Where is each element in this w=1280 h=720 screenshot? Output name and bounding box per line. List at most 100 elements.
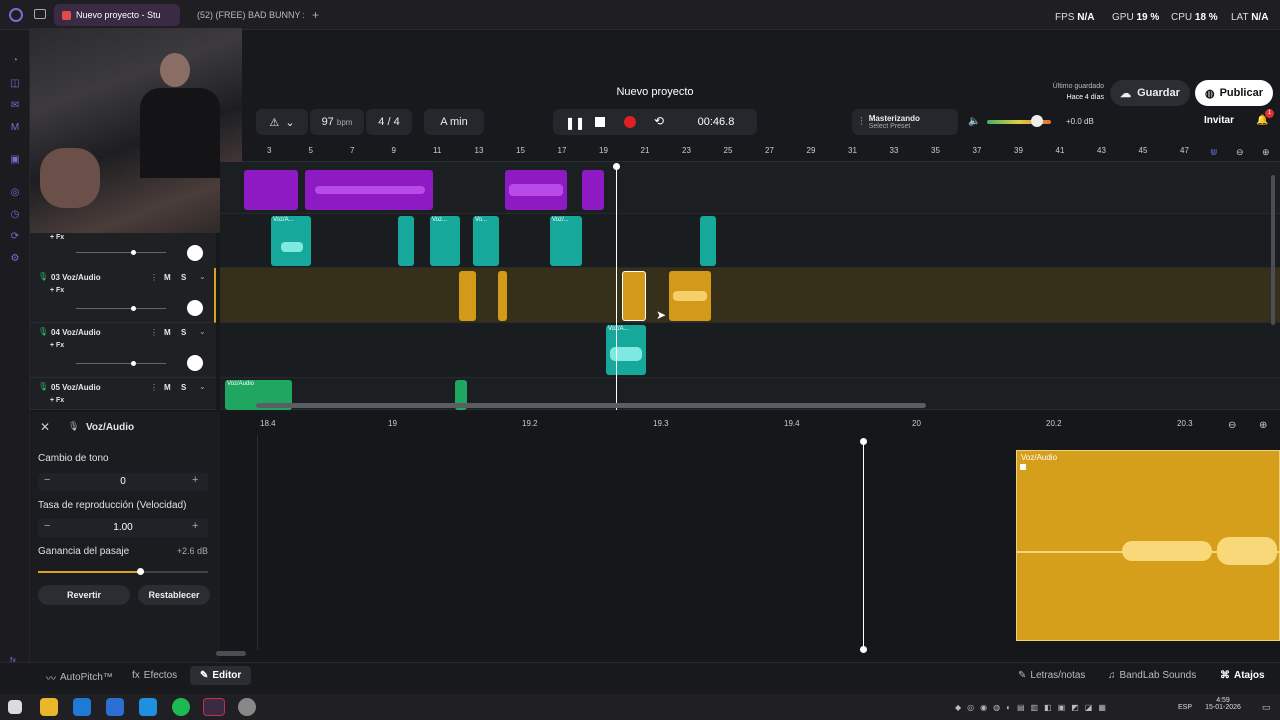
vscode-icon[interactable] (139, 698, 157, 716)
pan-knob[interactable] (187, 355, 203, 371)
track-header[interactable]: 🎙 04 Voz/Audio ⋮ M S ⌄ + Fx (30, 323, 216, 378)
master-volume-slider[interactable] (987, 120, 1051, 124)
track-menu-icon[interactable]: ⋮ (150, 328, 158, 337)
sidebar-history-icon[interactable]: ◔ (11, 54, 19, 66)
track-header[interactable]: 🎙 05 Voz/Audio ⋮ M S ⌄ + Fx (30, 378, 216, 410)
vertical-scrollbar[interactable] (1271, 175, 1275, 325)
fx-button[interactable]: + Fx (50, 342, 65, 349)
editor-playhead[interactable] (863, 441, 864, 649)
track-header[interactable]: 🎙 03 Voz/Audio ⋮ M S ⌄ + Fx (30, 268, 216, 323)
plus-icon[interactable]: + (192, 520, 199, 532)
sidebar-twitch-icon[interactable]: ▣ (10, 153, 20, 165)
solo-button[interactable]: S (181, 383, 187, 392)
track-menu-icon[interactable]: ⋮ (150, 383, 158, 392)
record-icon[interactable] (624, 116, 636, 128)
magnet-icon[interactable]: ⋓ (1210, 147, 1218, 157)
tray-icon[interactable]: ▥ (1030, 703, 1039, 712)
tray-icon[interactable]: ◆ (955, 703, 962, 712)
time-signature[interactable]: 4 / 4 (366, 109, 412, 135)
clip-teal[interactable]: Vo... (473, 216, 499, 266)
clip-teal[interactable] (398, 216, 414, 266)
tray-icon[interactable]: ◩ (1071, 703, 1079, 712)
save-button[interactable]: ☁ Guardar (1110, 80, 1190, 106)
track-volume-slider[interactable] (76, 363, 166, 364)
chevron-down-icon[interactable]: ⌄ (199, 327, 206, 336)
zoom-in-icon[interactable]: ⊕ (1262, 147, 1270, 157)
playhead[interactable] (616, 166, 617, 410)
tray-icon[interactable]: ▦ (1098, 703, 1106, 712)
language-indicator[interactable]: ESP (1178, 704, 1193, 711)
clip-teal[interactable]: Voz/A... (606, 325, 646, 375)
tray-icon[interactable]: ◐ (1006, 703, 1011, 712)
fx-button[interactable]: + Fx (50, 397, 65, 404)
tray-icon[interactable]: ◪ (1084, 703, 1093, 712)
publish-button[interactable]: ◍ Publicar (1195, 80, 1273, 106)
sidebar-m-icon[interactable]: M (10, 121, 20, 133)
clip-amber[interactable] (459, 271, 476, 321)
clip-amber-selected[interactable] (622, 271, 646, 321)
pan-knob[interactable] (187, 245, 203, 261)
sidebar-link-icon[interactable]: ⟳ (10, 230, 20, 242)
mute-button[interactable]: M (164, 273, 171, 282)
sidebar-clock-icon[interactable]: ◷ (10, 208, 20, 220)
shortcuts-tab[interactable]: ⌘ Atajos (1220, 670, 1265, 681)
track-volume-knob[interactable] (131, 306, 136, 311)
start-icon[interactable] (8, 700, 22, 714)
clip-purple[interactable] (244, 170, 298, 210)
close-icon[interactable]: ✕ (40, 420, 51, 434)
minus-icon[interactable]: − (44, 520, 51, 532)
timeline-scrollbar[interactable] (256, 403, 926, 408)
loop-icon[interactable]: ⟲ (654, 114, 665, 128)
workspaces-icon[interactable] (34, 9, 46, 19)
tray-icon[interactable]: ▤ (1016, 703, 1025, 712)
timeline-ruler[interactable] (242, 140, 1280, 162)
pitch-value[interactable]: 0 (120, 476, 126, 487)
fx-button[interactable]: + Fx (50, 287, 65, 294)
tab-youtube[interactable]: (52) (FREE) BAD BUNNY x (184, 4, 304, 26)
track-name[interactable]: 03 Voz/Audio (51, 273, 101, 282)
spotify-icon[interactable] (172, 698, 190, 716)
clip-teal[interactable]: Voz/A... (271, 216, 311, 266)
mute-button[interactable]: M (164, 383, 171, 392)
playhead-handle[interactable] (613, 163, 620, 170)
chevron-down-icon[interactable]: ⌄ (199, 382, 206, 391)
store-icon[interactable] (73, 698, 91, 716)
tab-active[interactable]: Nuevo proyecto - Stu (54, 4, 180, 26)
effects-tab[interactable]: fx Efectos (132, 670, 177, 681)
opera-gx-icon[interactable] (203, 698, 225, 716)
pitch-stepper[interactable] (38, 473, 208, 491)
rate-value[interactable]: 1.00 (113, 522, 133, 533)
clip-teal[interactable]: Voz/... (550, 216, 582, 266)
project-title[interactable]: Nuevo proyecto (616, 86, 694, 98)
editor-zoom-out-icon[interactable]: ⊖ (1228, 420, 1237, 431)
obs-icon[interactable] (238, 698, 256, 716)
solo-button[interactable]: S (181, 328, 187, 337)
editor-zoom-in-icon[interactable]: ⊕ (1259, 420, 1268, 431)
zoom-out-icon[interactable]: ⊖ (1236, 147, 1244, 157)
pause-icon[interactable]: ❚❚ (565, 116, 586, 130)
browser-logo-icon[interactable] (9, 8, 23, 22)
clip-handle-icon[interactable] (1020, 464, 1026, 470)
sidebar-settings-icon[interactable]: ⚙ (10, 252, 20, 264)
tray-icon[interactable]: ◉ (980, 703, 988, 712)
plus-icon[interactable]: + (192, 474, 199, 486)
mute-button[interactable]: M (164, 328, 171, 337)
new-tab-icon[interactable]: + (312, 8, 320, 22)
editor-clip[interactable]: Voz/Audio (1016, 450, 1280, 641)
bell-icon[interactable]: 🔔 (1256, 115, 1269, 126)
solo-button[interactable]: S (181, 273, 187, 282)
editor-playhead-handle[interactable] (860, 438, 867, 445)
autopitch-tab[interactable]: 〰 AutoPitch™ (46, 670, 113, 685)
gain-slider-knob[interactable] (137, 568, 144, 575)
clip-purple[interactable] (505, 170, 567, 210)
fx-button[interactable]: + Fx (50, 234, 65, 241)
reset-button[interactable]: Restablecer (138, 585, 210, 605)
revert-button[interactable]: Revertir (38, 585, 130, 605)
clip-green[interactable] (455, 380, 467, 410)
editor-scrollbar[interactable] (216, 651, 246, 656)
calendar-icon[interactable] (106, 698, 124, 716)
clip-purple[interactable] (582, 170, 604, 210)
bandlab-sounds-tab[interactable]: ♫ BandLab Sounds (1108, 670, 1196, 681)
clip-teal[interactable] (700, 216, 716, 266)
sidebar-mail-icon[interactable]: ✉ (10, 99, 20, 111)
